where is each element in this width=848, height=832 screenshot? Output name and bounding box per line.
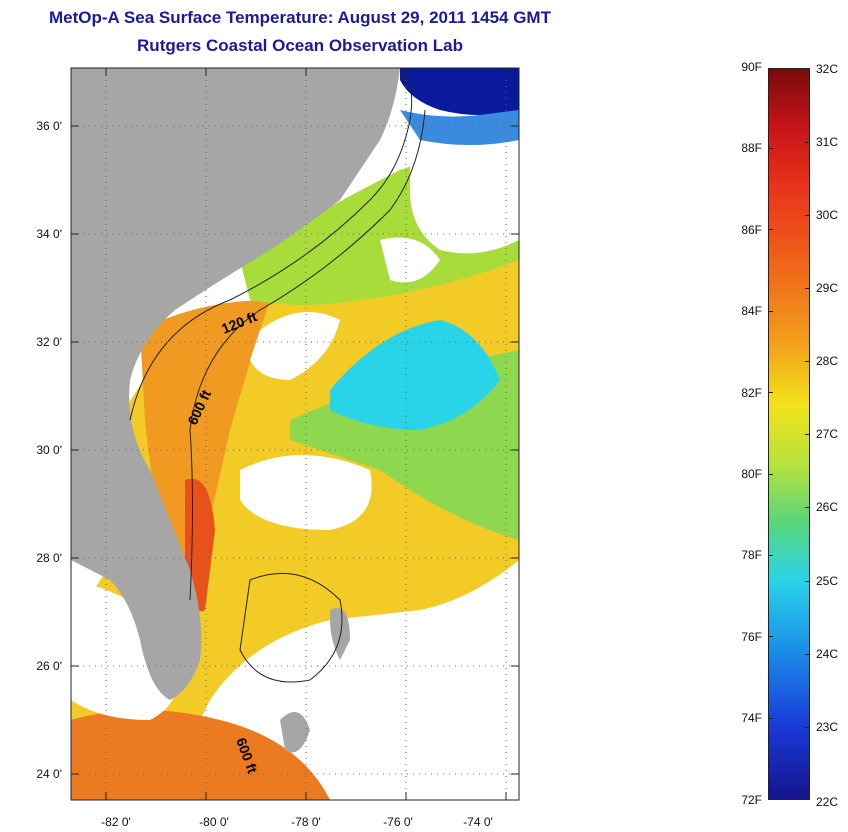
colorbar-label-c: 22C	[816, 795, 839, 809]
map-layer	[71, 68, 519, 800]
colorbar-label-c: 27C	[816, 427, 839, 441]
land-southeast-us	[71, 68, 400, 700]
contour-bahamas	[239, 572, 343, 683]
colorbar-label-f: 86F	[741, 223, 762, 237]
map-subtitle: Rutgers Coastal Ocean Observation Lab	[137, 36, 463, 55]
sst-cold-pool	[330, 320, 500, 430]
land-bahamas-2	[330, 608, 350, 660]
lat-label: 36 0'	[36, 119, 62, 133]
colorbar-label-f: 84F	[741, 304, 762, 318]
sst-coldest-north	[400, 68, 519, 115]
cloud-mask-4	[71, 580, 182, 720]
colorbar-label-c: 26C	[816, 500, 839, 514]
colorbar-label-c: 28C	[816, 354, 839, 368]
colorbar-label-f: 78F	[741, 548, 762, 562]
colorbar-label-c: 25C	[816, 574, 839, 588]
colorbar-label-c: 29C	[816, 281, 839, 295]
land-bahamas-1	[280, 712, 310, 753]
cloud-mask-2	[250, 312, 340, 380]
map-title: MetOp-A Sea Surface Temperature: August …	[49, 8, 551, 27]
contour-120ft	[129, 69, 413, 421]
colorbar-label-f: 88F	[741, 141, 762, 155]
lon-label: -80 0'	[199, 815, 229, 829]
lat-label: 26 0'	[36, 659, 62, 673]
cloud-mask-1	[410, 146, 519, 254]
lat-label: 30 0'	[36, 443, 62, 457]
colorbar-label-f: 74F	[741, 711, 762, 725]
lat-label: 32 0'	[36, 335, 62, 349]
sst-orange-south	[71, 710, 330, 800]
colorbar-label-c: 30C	[816, 208, 839, 222]
colorbar-label-c: 23C	[816, 720, 839, 734]
colorbar-label-f: 90F	[741, 60, 762, 74]
colorbar-label-c: 24C	[816, 647, 839, 661]
graticule	[71, 68, 519, 800]
cloud-mask-5	[380, 237, 440, 283]
colorbar-label-f: 82F	[741, 386, 762, 400]
lat-label: 24 0'	[36, 767, 62, 781]
lon-label: -82 0'	[101, 815, 131, 829]
colorbar-label-c: 31C	[816, 135, 839, 149]
lon-label: -76 0'	[383, 815, 413, 829]
colorbar-label-c: 32C	[816, 62, 839, 76]
map-frame	[70, 67, 520, 801]
axis-ticks	[71, 68, 519, 800]
cloud-mask-3	[240, 455, 372, 530]
colorbar-label-f: 80F	[741, 467, 762, 481]
contour-600ft	[189, 109, 426, 601]
colorbar	[768, 68, 810, 800]
lon-label: -74 0'	[463, 815, 493, 829]
lat-label: 34 0'	[36, 227, 62, 241]
lat-label: 28 0'	[36, 551, 62, 565]
colorbar-label-f: 76F	[741, 630, 762, 644]
sst-orange-coastal	[140, 300, 270, 560]
sst-cool-north	[400, 110, 519, 145]
colorbar-label-f: 72F	[741, 793, 762, 807]
lon-label: -78 0'	[291, 815, 321, 829]
